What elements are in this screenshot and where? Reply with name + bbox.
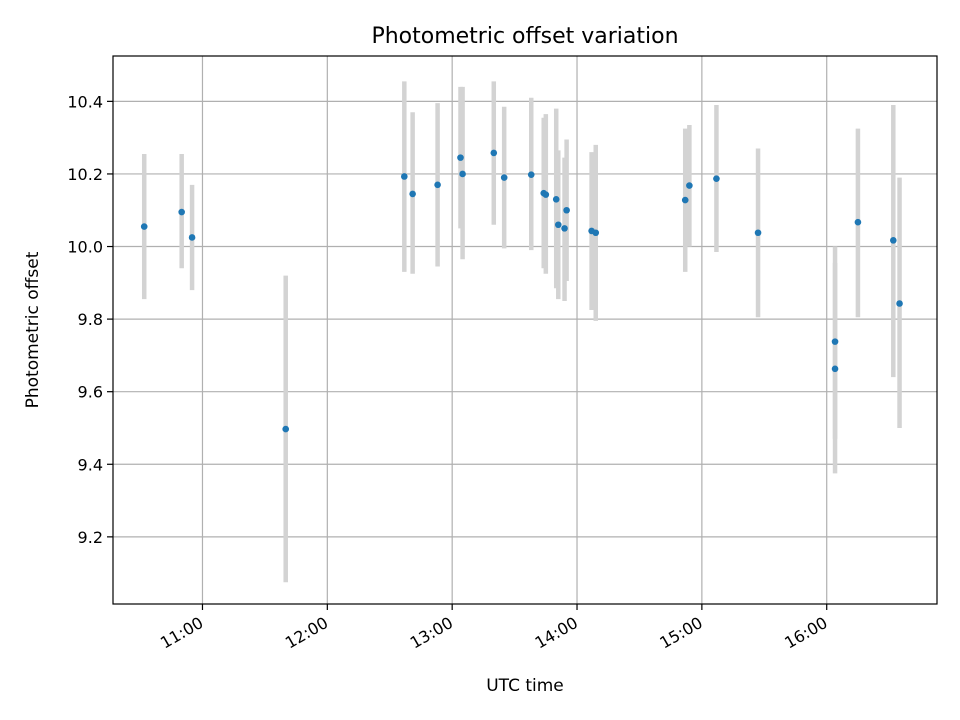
data-point (831, 365, 839, 373)
data-point (434, 181, 441, 189)
data-point (554, 221, 562, 229)
y-tick-label: 10.0 (67, 238, 103, 257)
data-point (561, 225, 568, 232)
data-point (527, 171, 535, 178)
y-tick-label: 9.6 (78, 383, 103, 402)
data-point (831, 338, 839, 345)
data-point (896, 300, 903, 307)
chart-title: Photometric offset variation (371, 24, 678, 49)
grid-layer (113, 56, 937, 604)
data-point (409, 190, 416, 198)
data-point (542, 191, 550, 198)
data-point (681, 196, 689, 204)
data-point (401, 173, 408, 180)
data-point (178, 208, 185, 216)
data-point (552, 196, 560, 203)
tick-layer: 11:00 12:00 13:00 14:00 15:00 16:009.29.49.69… (67, 92, 830, 652)
x-axis-label: UTC time (486, 676, 564, 696)
data-point (457, 154, 464, 161)
data-point (459, 170, 466, 178)
data-point (188, 234, 196, 241)
data-point (282, 425, 290, 433)
data-point (686, 182, 693, 189)
y-tick-label: 10.4 (67, 92, 103, 111)
y-tick-label: 9.2 (78, 528, 103, 547)
data-point (500, 174, 508, 181)
data-point (713, 175, 720, 182)
point-layer (140, 149, 903, 433)
data-point (854, 218, 862, 226)
data-point (563, 206, 570, 214)
data-point (490, 149, 498, 157)
y-tick-label: 10.2 (67, 165, 103, 184)
y-tick-label: 9.4 (78, 455, 103, 474)
y-tick-label: 9.8 (78, 310, 103, 329)
data-point (140, 223, 148, 230)
y-axis-label: Photometric offset (23, 251, 43, 408)
plot-frame (112, 55, 938, 605)
data-point (890, 237, 897, 244)
data-point (754, 229, 762, 237)
data-point (592, 229, 600, 237)
